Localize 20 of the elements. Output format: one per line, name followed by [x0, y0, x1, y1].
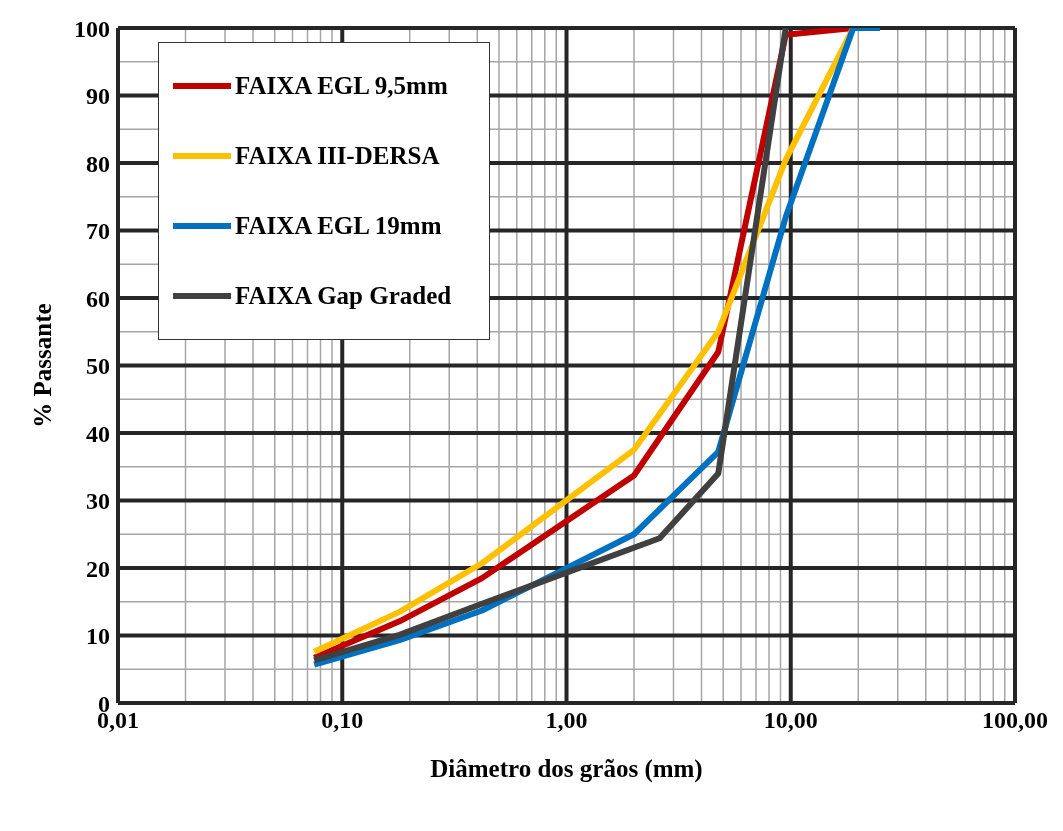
y-tick-label: 60: [86, 285, 110, 312]
y-tick-label: 40: [86, 420, 110, 447]
x-axis-title: Diâmetro dos grãos (mm): [430, 755, 703, 783]
x-tick-label: 10,00: [763, 707, 818, 734]
y-tick-label: 100: [74, 15, 110, 42]
legend-label: FAIXA EGL 9,5mm: [235, 72, 448, 100]
y-tick-label: 70: [86, 218, 110, 245]
legend-label: FAIXA EGL 19mm: [235, 212, 442, 240]
y-tick-label: 80: [86, 150, 110, 177]
legend-label: FAIXA III-DERSA: [235, 142, 440, 170]
y-tick-label: 20: [86, 555, 110, 582]
y-axis-title: % Passante: [28, 303, 56, 428]
y-tick-label: 50: [86, 353, 110, 380]
x-tick-label: 1,00: [545, 707, 588, 734]
legend-label: FAIXA Gap Graded: [235, 282, 452, 310]
y-tick-label: 10: [86, 623, 110, 650]
y-tick-label: 90: [86, 83, 110, 110]
x-tick-label: 100,00: [982, 707, 1048, 734]
y-tick-label: 30: [86, 488, 110, 515]
x-tick-label: 0,10: [321, 707, 364, 734]
